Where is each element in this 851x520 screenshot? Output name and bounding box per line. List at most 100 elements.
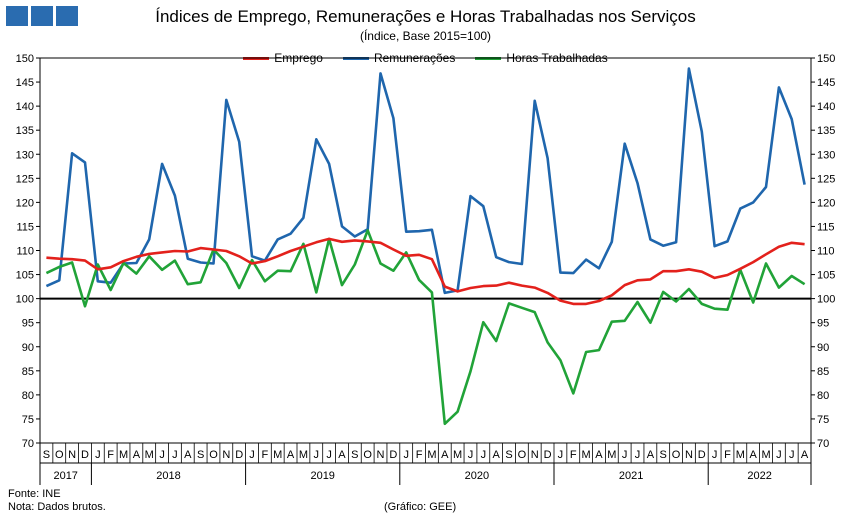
plot-frame: [39, 57, 812, 444]
month-label: J: [635, 449, 641, 461]
month-label: F: [570, 449, 577, 461]
month-label: J: [172, 449, 178, 461]
month-label: A: [647, 449, 655, 461]
month-label: J: [159, 449, 165, 461]
logo-square-2: [31, 6, 53, 26]
month-label: A: [133, 449, 141, 461]
month-label: M: [299, 449, 308, 461]
month-label: M: [273, 449, 282, 461]
month-label: J: [789, 449, 795, 461]
month-label: A: [595, 449, 603, 461]
month-label: N: [685, 449, 693, 461]
y-tick-label-left: 125: [16, 173, 34, 185]
y-tick-label-right: 150: [817, 53, 835, 65]
month-label: D: [389, 449, 397, 461]
y-tick-label-right: 115: [817, 221, 835, 233]
gee-logo: [6, 6, 78, 26]
chart-subtitle: (Índice, Base 2015=100): [359, 29, 492, 43]
y-tick-label-left: 100: [16, 294, 34, 306]
y-tick-label-right: 75: [817, 414, 829, 426]
year-label: 2022: [747, 470, 771, 482]
y-tick-label-left: 90: [22, 342, 34, 354]
y-tick-label-right: 105: [817, 270, 835, 282]
y-tick-label-left: 135: [16, 125, 34, 137]
month-label: M: [427, 449, 436, 461]
y-tick-label-left: 110: [16, 246, 34, 258]
month-label: J: [468, 449, 474, 461]
month-label: S: [505, 449, 512, 461]
y-tick-label-left: 105: [16, 270, 34, 282]
y-tick-label-right: 95: [817, 318, 829, 330]
y-tick-label-right: 80: [817, 390, 829, 402]
month-label: D: [544, 449, 552, 461]
y-tick-label-left: 85: [22, 366, 34, 378]
y-tick-label-left: 70: [22, 438, 34, 450]
y-tick-label-right: 130: [817, 149, 835, 161]
month-label: D: [235, 449, 243, 461]
series-line-emprego: [46, 237, 805, 306]
y-tick-label-right: 90: [817, 342, 829, 354]
month-label: M: [607, 449, 616, 461]
footer-note: Nota: Dados brutos.: [8, 501, 106, 513]
chart-title: Índices de Emprego, Remunerações e Horas…: [155, 7, 696, 26]
y-tick-label-right: 85: [817, 366, 829, 378]
y-tick-label-left: 145: [16, 77, 34, 89]
month-label: M: [453, 449, 462, 461]
month-label: O: [672, 449, 681, 461]
logo-square-3: [56, 6, 78, 26]
month-label: J: [558, 449, 564, 461]
y-tick-label-right: 100: [817, 294, 835, 306]
month-label: M: [582, 449, 591, 461]
month-label: A: [287, 449, 295, 461]
y-tick-label-right: 70: [817, 438, 829, 450]
month-label: O: [209, 449, 218, 461]
month-label: D: [81, 449, 89, 461]
month-label: M: [736, 449, 745, 461]
month-label: A: [441, 449, 449, 461]
year-label: 2019: [310, 470, 334, 482]
y-tick-label-right: 120: [817, 197, 835, 209]
y-tick-label-right: 140: [817, 101, 835, 113]
month-label: D: [698, 449, 706, 461]
series-line-remunera-es: [45, 67, 806, 295]
series-line-horas-trabalhadas: [45, 229, 806, 426]
month-label: A: [338, 449, 346, 461]
y-tick-label-left: 115: [16, 221, 34, 233]
month-label: O: [518, 449, 527, 461]
month-label: J: [481, 449, 487, 461]
y-tick-label-left: 95: [22, 318, 34, 330]
month-label: S: [660, 449, 667, 461]
month-label: J: [712, 449, 718, 461]
month-label: J: [622, 449, 628, 461]
month-label: F: [416, 449, 423, 461]
month-label: A: [493, 449, 501, 461]
month-label: A: [184, 449, 192, 461]
month-label: F: [262, 449, 269, 461]
month-label: S: [351, 449, 358, 461]
y-tick-label-left: 80: [22, 390, 34, 402]
month-label: O: [363, 449, 372, 461]
year-label: 2020: [465, 470, 489, 482]
month-label: J: [95, 449, 101, 461]
month-label: J: [249, 449, 255, 461]
month-label: N: [531, 449, 539, 461]
month-label: N: [68, 449, 76, 461]
month-label: M: [145, 449, 154, 461]
y-tick-label-left: 130: [16, 149, 34, 161]
y-tick-label-left: 140: [16, 101, 34, 113]
year-label: 2017: [53, 470, 77, 482]
y-tick-label-left: 150: [16, 53, 34, 65]
month-label: M: [119, 449, 128, 461]
month-label: N: [222, 449, 230, 461]
month-label: J: [776, 449, 782, 461]
y-tick-label-right: 110: [817, 246, 835, 258]
month-label: S: [43, 449, 50, 461]
footer-credit: (Gráfico: GEE): [384, 501, 457, 513]
month-label: J: [326, 449, 332, 461]
month-label: J: [314, 449, 320, 461]
y-tick-label-left: 120: [16, 197, 34, 209]
year-label: 2018: [156, 470, 180, 482]
y-tick-label-right: 125: [817, 173, 835, 185]
month-label: O: [55, 449, 64, 461]
